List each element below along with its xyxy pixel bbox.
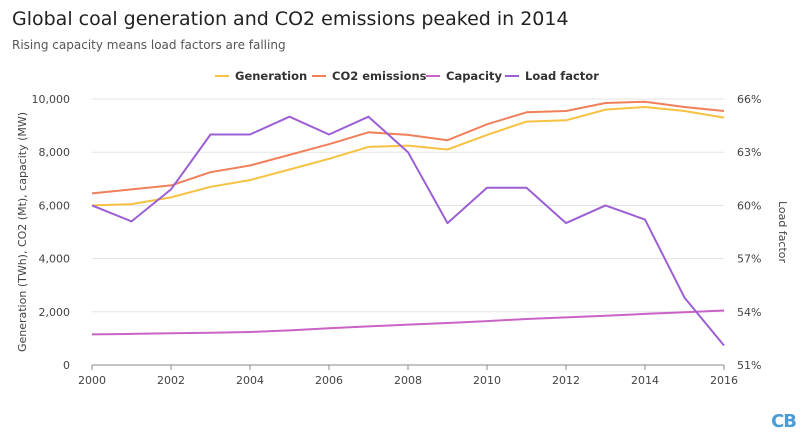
x-tick-label: 2010 — [473, 374, 501, 387]
y-tick-label: 10,000 — [32, 93, 71, 106]
series-line-load-factor — [91, 115, 725, 347]
y2-tick-label: 60% — [737, 199, 761, 212]
legend-label-capacity: Capacity — [446, 69, 502, 83]
y-tick-label: 8,000 — [39, 146, 71, 159]
y2-tick-label: 51% — [737, 359, 761, 372]
y2-tick-label: 66% — [737, 93, 761, 106]
y2-axis-title: Load factor — [776, 201, 789, 264]
legend-label-co2-emissions: CO2 emissions — [332, 69, 427, 83]
x-tick-label: 2016 — [710, 374, 738, 387]
y-axis-title: Generation (TWh), CO2 (Mt), capacity (MW… — [16, 112, 29, 352]
y-tick-label: 6,000 — [39, 199, 71, 212]
y2-tick-label: 54% — [737, 306, 761, 319]
y2-tick-label: 63% — [737, 146, 761, 159]
x-tick-label: 2004 — [236, 374, 264, 387]
x-tick-label: 2002 — [157, 374, 185, 387]
y-tick-label: 0 — [63, 359, 70, 372]
x-tick-label: 2014 — [631, 374, 659, 387]
series-line-generation — [91, 106, 725, 207]
series-line-co2-emissions — [91, 100, 725, 195]
carbon-brief-logo: CB — [771, 411, 797, 432]
y-tick-label: 2,000 — [39, 306, 71, 319]
legend-label-load-factor: Load factor — [525, 69, 599, 83]
y2-tick-label: 57% — [737, 253, 761, 266]
series-line-capacity — [91, 309, 725, 336]
x-tick-label: 2006 — [315, 374, 343, 387]
x-tick-label: 2008 — [394, 374, 422, 387]
chart-title: Global coal generation and CO2 emissions… — [12, 8, 569, 30]
x-tick-label: 2000 — [78, 374, 106, 387]
y-tick-label: 4,000 — [39, 253, 71, 266]
legend-label-generation: Generation — [235, 69, 307, 83]
chart-subtitle: Rising capacity means load factors are f… — [12, 38, 286, 52]
x-tick-label: 2012 — [552, 374, 580, 387]
